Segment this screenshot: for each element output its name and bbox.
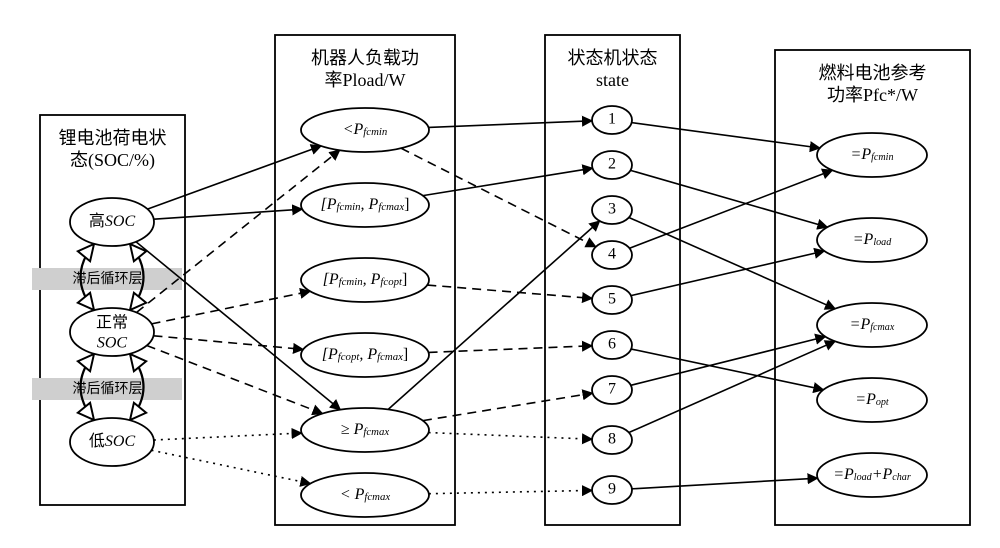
state-node-label: 1 [608,111,616,128]
edge [427,285,592,298]
soc-node-label: 高SOC [89,212,136,230]
soc-node-label: SOC [97,335,128,352]
edge [632,123,820,148]
edge [630,170,827,227]
edge [429,490,592,493]
titles-layer: 锂电池荷电状态(SOC/%) 机器人负载功率Pload/W 状态机状态state 燃料… [59,48,927,171]
state-node-label: 7 [608,381,616,398]
column-title: 燃料电池参考 [819,63,927,83]
edge [423,393,593,420]
edge [632,478,818,489]
column-title: state [596,70,629,90]
edge [631,349,823,390]
column-title: 机器人负载功 [311,48,419,68]
edge [147,146,321,209]
edges-layer [136,121,835,494]
edge [154,433,302,440]
diagram-canvas: 滞后循环层滞后循环层 高SOC正常SOC低SOC<Pfcmin[Pfcmin, … [0,0,1000,548]
edge [153,336,303,350]
edge [629,217,835,308]
edge [401,148,596,247]
soc-node-label: 正常 [96,314,128,332]
edge [631,251,824,296]
state-node-label: 9 [608,481,616,498]
column-title: 锂电池荷电状 [59,128,167,148]
soc-node-label: 低SOC [89,432,136,450]
edge [429,121,592,128]
edge [154,209,302,219]
edge [151,450,310,483]
state-node-label: 8 [608,431,616,448]
state-node-label: 2 [608,156,616,173]
hysteresis-label: 滞后循环层 [73,271,143,287]
state-node-label: 5 [608,291,616,308]
edge [388,221,600,409]
column-title: 功率Pfc*/W [827,85,918,105]
state-node-label: 3 [608,201,616,218]
column-title: 态(SOC/%) [70,150,155,171]
edge [429,433,592,440]
column-title: 率Pload/W [325,70,406,90]
edge [631,337,826,386]
state-node-label: 6 [608,336,616,353]
column-title: 状态机状态 [568,48,658,68]
edge [630,170,833,248]
hysteresis-label: 滞后循环层 [73,381,143,397]
state-node-label: 4 [608,246,616,263]
